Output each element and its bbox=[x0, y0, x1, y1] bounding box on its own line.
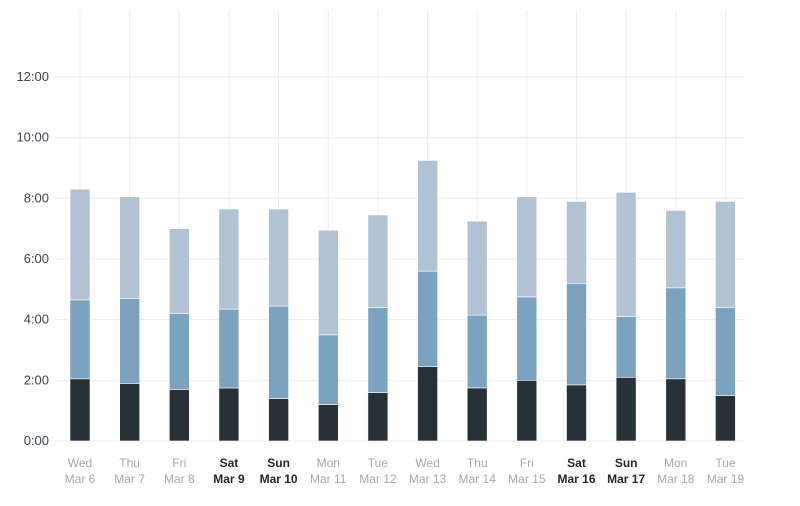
x-tick-day: Tue bbox=[368, 456, 389, 470]
bar-segment-2 bbox=[119, 298, 140, 384]
bar-segment-1 bbox=[169, 389, 190, 442]
bar-segment-1 bbox=[268, 398, 289, 442]
bar-segment-3 bbox=[169, 228, 190, 314]
x-tick-day: Tue bbox=[715, 456, 736, 470]
bar-segment-1 bbox=[466, 387, 488, 442]
x-tick-date: Mar 9 bbox=[213, 472, 245, 486]
bar-segment-2 bbox=[615, 316, 637, 378]
x-tick-day: Thu bbox=[467, 456, 488, 470]
bar-segment-2 bbox=[417, 270, 438, 368]
bar-segment-3 bbox=[615, 192, 637, 318]
gridlines bbox=[55, 10, 745, 442]
bar-segment-2 bbox=[69, 299, 91, 380]
x-tick-date: Mar 14 bbox=[459, 472, 497, 486]
bar-segment-2 bbox=[516, 296, 538, 381]
x-tick-date: Mar 8 bbox=[164, 472, 195, 486]
y-tick-label: 4:00 bbox=[24, 312, 49, 327]
bar-segment-3 bbox=[367, 214, 389, 308]
bar-segment-3 bbox=[218, 208, 240, 310]
bar-segment-2 bbox=[317, 334, 339, 405]
bar-segment-1 bbox=[715, 395, 736, 442]
x-tick-day: Wed bbox=[68, 456, 92, 470]
bar-segment-1 bbox=[69, 378, 91, 442]
bar-segment-3 bbox=[119, 196, 140, 299]
bar-segment-3 bbox=[69, 188, 91, 301]
x-tick-date: Mar 11 bbox=[310, 472, 347, 486]
x-tick-day: Sat bbox=[567, 456, 586, 470]
x-tick-day: Sat bbox=[220, 456, 239, 470]
bar-segment-2 bbox=[566, 282, 587, 386]
x-tick-day: Fri bbox=[520, 456, 534, 470]
bar-segment-2 bbox=[466, 314, 488, 389]
x-tick-day: Thu bbox=[119, 456, 140, 470]
y-tick-label: 10:00 bbox=[16, 130, 49, 145]
x-tick-day: Fri bbox=[172, 456, 186, 470]
bar-segment-3 bbox=[665, 210, 687, 289]
x-tick-date: Mar 18 bbox=[657, 472, 695, 486]
bar-segment-1 bbox=[516, 379, 538, 442]
y-tick-label: 0:00 bbox=[24, 433, 49, 448]
x-tick-date: Mar 12 bbox=[359, 472, 397, 486]
x-tick-date: Mar 6 bbox=[65, 472, 96, 486]
bar-segment-1 bbox=[218, 387, 240, 442]
x-tick-date: Mar 10 bbox=[260, 472, 298, 486]
bar-segment-3 bbox=[516, 196, 538, 298]
bar-segment-1 bbox=[417, 366, 438, 442]
bar-segment-2 bbox=[665, 287, 687, 380]
x-tick-date: Mar 7 bbox=[114, 472, 145, 486]
bar-segment-1 bbox=[119, 383, 140, 442]
bar-segment-2 bbox=[367, 307, 389, 393]
x-tick-date: Mar 16 bbox=[557, 472, 595, 486]
bar-segment-1 bbox=[615, 376, 637, 442]
bar-segment-1 bbox=[367, 392, 389, 442]
x-tick-day: Sun bbox=[267, 456, 290, 470]
y-axis-ticks: 0:00 2:00 4:00 6:00 8:00 10:00 12:00 bbox=[16, 69, 49, 448]
bar-segment-3 bbox=[317, 229, 339, 336]
bar-segment-2 bbox=[218, 308, 240, 389]
bar-segment-2 bbox=[169, 313, 190, 390]
x-tick-date: Mar 13 bbox=[409, 472, 447, 486]
x-tick-date: Mar 17 bbox=[607, 472, 645, 486]
x-tick-day: Sun bbox=[615, 456, 638, 470]
bar-segment-3 bbox=[268, 208, 289, 307]
bar-segment-1 bbox=[317, 404, 339, 442]
x-tick-day: Mon bbox=[664, 456, 687, 470]
x-tick-day: Wed bbox=[415, 456, 439, 470]
y-tick-label: 8:00 bbox=[24, 190, 49, 205]
bar-segment-2 bbox=[715, 307, 736, 396]
y-tick-label: 2:00 bbox=[24, 372, 49, 387]
x-axis-ticks: Wed Mar 6 Thu Mar 7 Fri Mar 8 Sat Mar 9 Sun Mar 1… bbox=[65, 456, 745, 486]
x-tick-date: Mar 19 bbox=[707, 472, 745, 486]
bar-segment-2 bbox=[268, 305, 289, 399]
bar-segment-1 bbox=[665, 378, 687, 442]
y-tick-label: 12:00 bbox=[16, 69, 49, 84]
bars bbox=[69, 160, 736, 442]
bar-segment-3 bbox=[566, 201, 587, 284]
bar-segment-1 bbox=[566, 384, 587, 442]
x-tick-date: Mar 15 bbox=[508, 472, 546, 486]
y-tick-label: 6:00 bbox=[24, 251, 49, 266]
bar-segment-3 bbox=[466, 220, 488, 316]
x-tick-day: Mon bbox=[317, 456, 340, 470]
bar-segment-3 bbox=[417, 160, 438, 272]
bar-segment-3 bbox=[715, 201, 736, 308]
